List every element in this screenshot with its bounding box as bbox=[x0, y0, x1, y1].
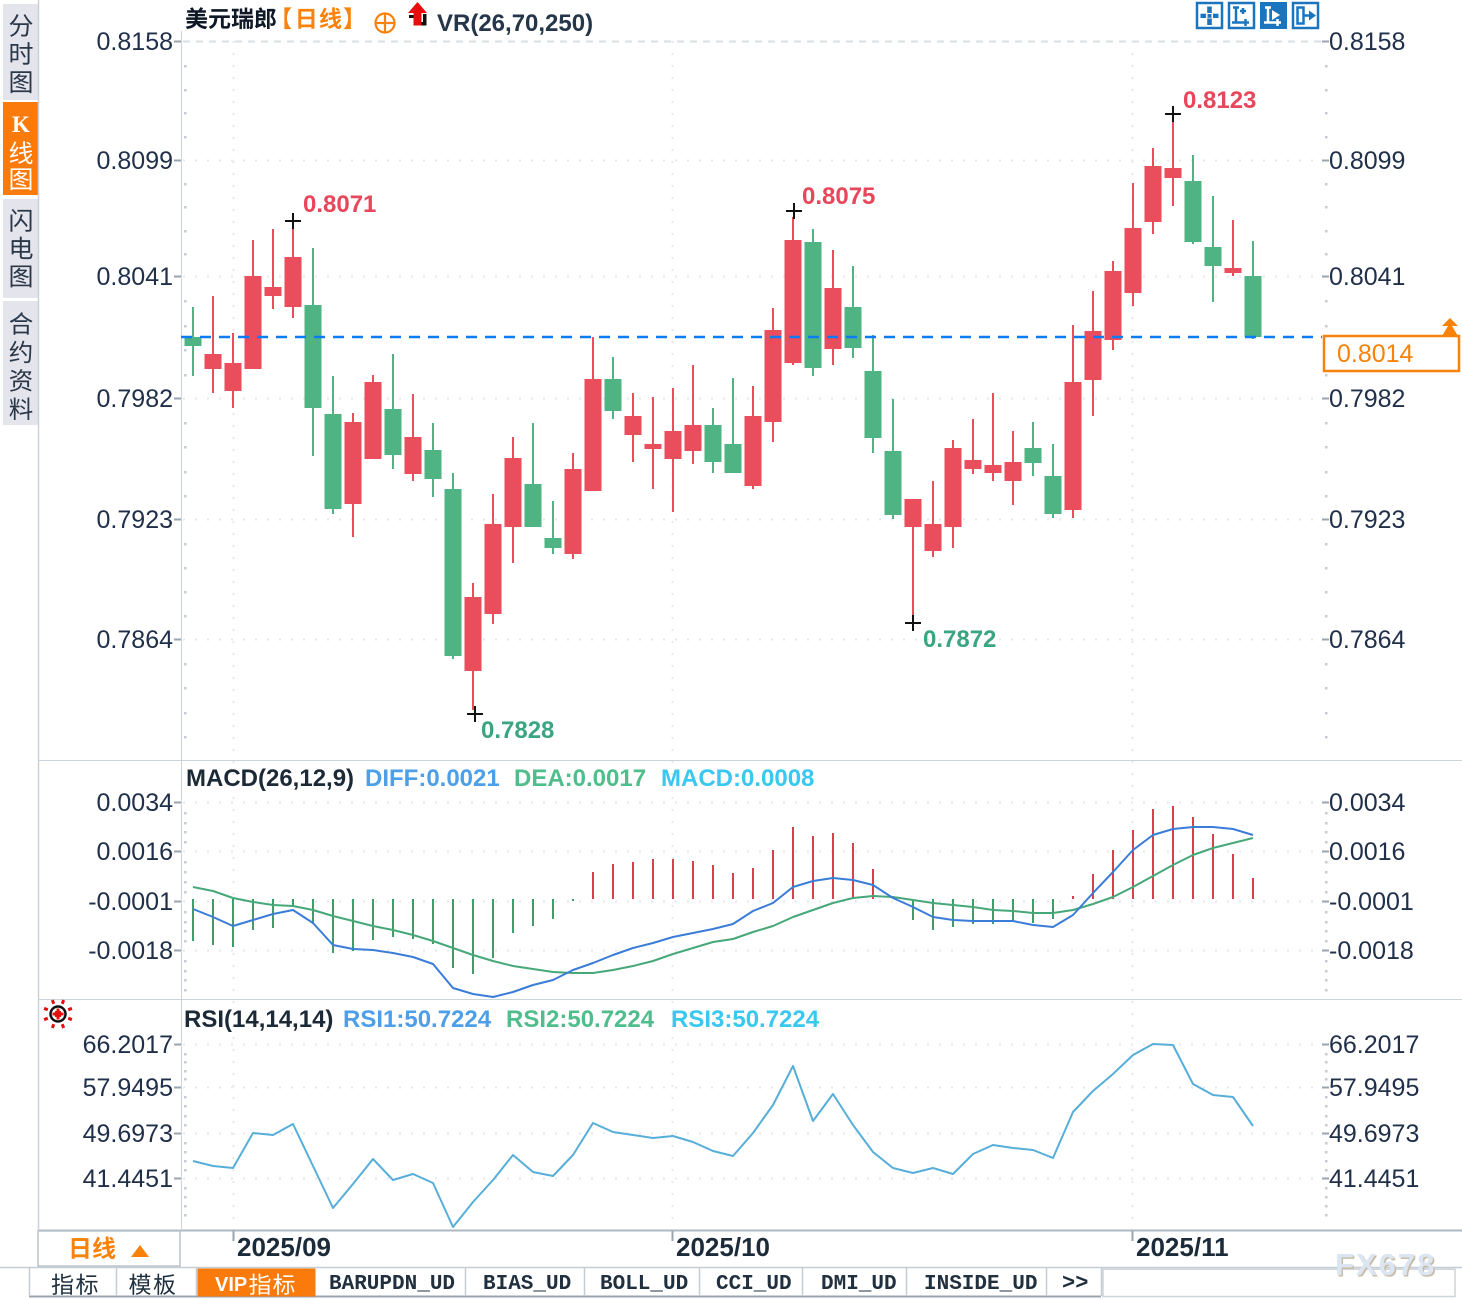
svg-text:0.8158: 0.8158 bbox=[97, 28, 173, 56]
svg-text:RSI2:50.7224: RSI2:50.7224 bbox=[506, 1006, 655, 1033]
svg-text:RSI(14,14,14): RSI(14,14,14) bbox=[184, 1006, 333, 1033]
svg-text:0.0034: 0.0034 bbox=[97, 789, 174, 817]
svg-text:57.9495: 57.9495 bbox=[83, 1074, 173, 1102]
svg-text:0.7982: 0.7982 bbox=[1329, 385, 1405, 413]
svg-text:2025/11: 2025/11 bbox=[1136, 1232, 1229, 1262]
svg-text:DMI_UD: DMI_UD bbox=[821, 1273, 897, 1296]
svg-text:66.2017: 66.2017 bbox=[1329, 1031, 1419, 1059]
svg-text:57.9495: 57.9495 bbox=[1329, 1074, 1419, 1102]
svg-text:49.6973: 49.6973 bbox=[83, 1120, 173, 1148]
svg-text:DIFF:0.0021: DIFF:0.0021 bbox=[365, 765, 500, 792]
svg-text:0.8099: 0.8099 bbox=[97, 147, 173, 175]
svg-text:0.8075: 0.8075 bbox=[802, 183, 875, 210]
svg-text:41.4451: 41.4451 bbox=[83, 1165, 173, 1193]
svg-text:0.7872: 0.7872 bbox=[923, 626, 996, 653]
svg-text:FX678: FX678 bbox=[1337, 1249, 1438, 1284]
svg-text:0.0016: 0.0016 bbox=[97, 838, 173, 866]
svg-text:0.0034: 0.0034 bbox=[1329, 789, 1406, 817]
svg-text:DEA:0.0017: DEA:0.0017 bbox=[514, 765, 646, 792]
svg-text:RSI3:50.7224: RSI3:50.7224 bbox=[671, 1006, 820, 1033]
svg-text:0.7864: 0.7864 bbox=[1329, 626, 1406, 654]
svg-text:-0.0001: -0.0001 bbox=[1329, 888, 1414, 916]
svg-text:0.8071: 0.8071 bbox=[303, 191, 376, 218]
svg-text:RSI1:50.7224: RSI1:50.7224 bbox=[343, 1006, 492, 1033]
svg-text:0.8041: 0.8041 bbox=[1329, 263, 1405, 291]
svg-text:BIAS_UD: BIAS_UD bbox=[483, 1273, 571, 1296]
svg-text:-0.0018: -0.0018 bbox=[1329, 937, 1414, 965]
svg-text:BOLL_UD: BOLL_UD bbox=[600, 1273, 688, 1296]
svg-text:66.2017: 66.2017 bbox=[83, 1031, 173, 1059]
svg-text:49.6973: 49.6973 bbox=[1329, 1120, 1419, 1148]
svg-text:0.8123: 0.8123 bbox=[1183, 87, 1256, 114]
svg-text:0.7923: 0.7923 bbox=[97, 506, 173, 534]
svg-text:0.7828: 0.7828 bbox=[481, 717, 554, 744]
svg-text:K: K bbox=[12, 112, 30, 137]
svg-text:MACD:0.0008: MACD:0.0008 bbox=[661, 765, 814, 792]
svg-text:0.8158: 0.8158 bbox=[1329, 28, 1405, 56]
svg-text:0.8099: 0.8099 bbox=[1329, 147, 1405, 175]
svg-text:-0.0018: -0.0018 bbox=[88, 937, 173, 965]
svg-text:2025/10: 2025/10 bbox=[676, 1232, 770, 1262]
svg-text:FX678: FX678 bbox=[1335, 1247, 1436, 1282]
svg-text:>>: >> bbox=[1062, 1271, 1088, 1296]
svg-text:MACD(26,12,9): MACD(26,12,9) bbox=[186, 765, 354, 792]
svg-text:BARUPDN_UD: BARUPDN_UD bbox=[329, 1273, 455, 1296]
svg-text:INSIDE_UD: INSIDE_UD bbox=[924, 1273, 1037, 1296]
svg-text:2025/09: 2025/09 bbox=[237, 1232, 331, 1262]
svg-text:VR(26,70,250): VR(26,70,250) bbox=[437, 10, 593, 37]
svg-text:0.7864: 0.7864 bbox=[97, 626, 174, 654]
svg-text:VIP: VIP bbox=[215, 1274, 247, 1296]
svg-text:-0.0001: -0.0001 bbox=[88, 888, 173, 916]
svg-text:0.7982: 0.7982 bbox=[97, 385, 173, 413]
svg-text:0.8041: 0.8041 bbox=[97, 263, 173, 291]
svg-text:0.8014: 0.8014 bbox=[1337, 340, 1414, 368]
svg-text:0.7923: 0.7923 bbox=[1329, 506, 1405, 534]
svg-text:0.0016: 0.0016 bbox=[1329, 838, 1405, 866]
svg-text:CCI_UD: CCI_UD bbox=[716, 1273, 792, 1296]
svg-text:41.4451: 41.4451 bbox=[1329, 1165, 1419, 1193]
